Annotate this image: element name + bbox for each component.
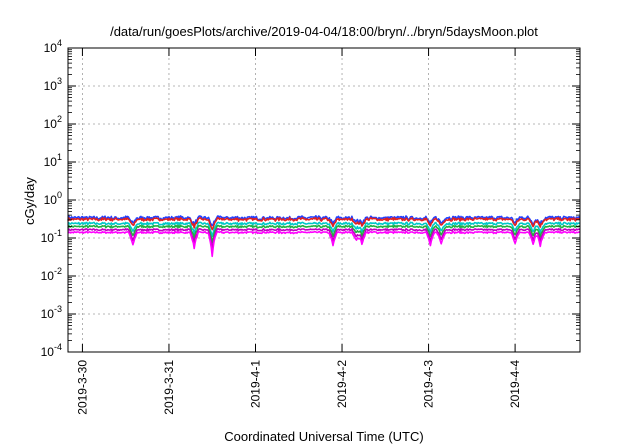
y-tick-label: 10-2 <box>41 266 62 283</box>
series-line-4 <box>67 224 581 244</box>
x-tick-label: 2019-4-1 <box>248 360 262 408</box>
series-line-1 <box>67 215 581 227</box>
x-tick-label: 2019-3-31 <box>162 360 176 415</box>
y-tick-label: 100 <box>44 190 62 207</box>
y-tick-label: 10-3 <box>41 304 62 321</box>
series-line-5 <box>67 228 580 250</box>
y-tick-label: 10-4 <box>41 342 62 359</box>
x-axis: 2019-3-30 2019-3-31 2019-4-1 2019-4-2 2019-4… <box>75 48 522 415</box>
x-axis-label: Coordinated Universal Time (UTC) <box>224 429 423 444</box>
chart-title: /data/run/goesPlots/archive/2019-04-04/1… <box>110 24 538 39</box>
x-tick-label: 2019-4-2 <box>335 360 349 408</box>
x-tick-label: 2019-3-30 <box>75 360 89 415</box>
series-line-6 <box>67 230 581 258</box>
x-tick-label: 2019-4-4 <box>508 360 522 408</box>
y-tick-label: 10-1 <box>41 228 62 245</box>
y-axis-label: cGy/day <box>22 177 37 225</box>
grid-lines <box>68 48 580 352</box>
y-axis: 10-4 10-3 10-2 10-1 100 101 102 103 104 <box>41 38 580 359</box>
data-series <box>67 215 581 258</box>
series-line-3 <box>67 221 581 238</box>
y-tick-label: 102 <box>44 114 62 131</box>
y-tick-label: 104 <box>44 38 62 55</box>
series-line-2 <box>67 216 581 231</box>
x-tick-label: 2019-4-3 <box>422 360 436 408</box>
y-tick-label: 101 <box>44 152 62 169</box>
y-tick-label: 103 <box>44 76 62 93</box>
